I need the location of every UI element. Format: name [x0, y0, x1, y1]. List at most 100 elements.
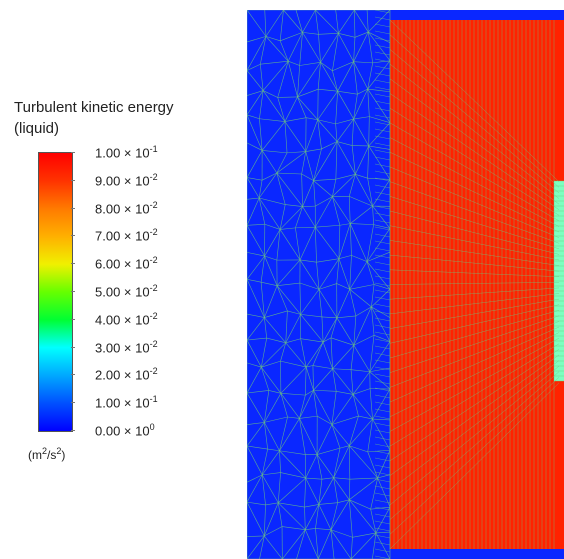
mesh-line — [358, 415, 373, 420]
mesh-line — [265, 36, 281, 42]
mesh-line — [367, 32, 373, 63]
mesh-line — [389, 326, 560, 403]
mesh-line — [280, 393, 300, 419]
mesh-line — [369, 335, 375, 372]
mesh-line — [349, 196, 373, 207]
mesh-line — [247, 10, 267, 37]
mesh-line — [300, 314, 322, 318]
mesh-line — [374, 114, 391, 119]
mesh-line — [374, 296, 391, 301]
mesh-line — [264, 10, 267, 37]
mesh-line — [315, 504, 320, 529]
mesh-line — [284, 121, 288, 153]
mesh-line — [277, 502, 283, 527]
mesh-line — [374, 520, 391, 525]
legend-title-line1: Turbulent kinetic energy — [14, 99, 174, 116]
tick-mark — [71, 374, 75, 376]
mesh-line — [247, 390, 269, 394]
mesh-line — [313, 180, 333, 197]
mesh-line — [317, 415, 333, 425]
mesh-line — [262, 90, 286, 122]
mesh-line — [366, 251, 391, 262]
mesh-line — [247, 90, 264, 116]
mesh-line — [313, 368, 333, 391]
mesh-line — [313, 148, 322, 181]
mesh-line — [374, 338, 391, 343]
mesh-line — [280, 227, 296, 230]
mesh-line — [285, 342, 307, 368]
mesh-line — [389, 304, 560, 344]
mesh-line — [374, 240, 391, 245]
mesh-line — [300, 314, 324, 343]
mesh-line — [279, 10, 284, 41]
mesh-line — [389, 321, 560, 388]
mesh-line — [389, 310, 560, 359]
mesh-line — [264, 390, 270, 423]
mesh-line — [349, 477, 378, 501]
mesh-line — [283, 10, 303, 33]
mesh-line — [368, 122, 391, 147]
mesh-line — [262, 90, 278, 98]
mesh-line — [353, 61, 373, 64]
mesh-line — [355, 174, 373, 207]
mesh-line — [320, 33, 339, 63]
unit-label: (m2/s2) — [28, 446, 65, 462]
mesh-line — [353, 37, 356, 62]
mesh-line — [338, 223, 351, 259]
mesh-line — [278, 477, 306, 504]
mesh-line — [337, 90, 358, 95]
mesh-line — [350, 537, 353, 559]
mesh-line — [374, 254, 391, 259]
mesh-line — [374, 534, 391, 539]
mesh-line — [247, 225, 265, 257]
mesh-line — [374, 401, 391, 406]
mesh-line — [374, 457, 391, 462]
mesh-line — [280, 342, 287, 362]
mesh-line — [374, 429, 391, 434]
mesh-line — [374, 149, 391, 154]
mesh-line — [313, 389, 337, 392]
mesh-line — [299, 282, 320, 290]
mesh-line — [247, 36, 267, 43]
mesh-line — [260, 282, 265, 318]
mesh-line — [374, 408, 391, 413]
tick-label: 5.00 × 10-2 — [95, 283, 158, 300]
mesh-line — [353, 334, 375, 346]
mesh-line — [315, 10, 339, 34]
mesh-line — [284, 96, 298, 122]
mesh-line — [264, 526, 283, 537]
mesh-line — [313, 390, 333, 425]
mesh-line — [302, 32, 321, 63]
mesh-line — [353, 31, 369, 62]
mesh-line — [374, 58, 391, 63]
mesh-line — [260, 338, 267, 368]
mesh-line — [295, 227, 301, 260]
mesh-line — [247, 197, 260, 200]
mesh-line — [389, 298, 560, 329]
tick-label: 0.00 × 100 — [95, 422, 155, 439]
mesh-line — [369, 388, 373, 420]
mesh-line — [282, 529, 306, 559]
tick-label: 9.00 × 10-2 — [95, 171, 158, 189]
mesh-line — [352, 388, 371, 395]
mesh-line — [352, 394, 359, 417]
mesh-line — [374, 79, 391, 84]
mesh-line — [374, 366, 391, 371]
mesh-line — [305, 148, 322, 152]
mesh-line — [335, 123, 338, 142]
mesh-line — [316, 454, 323, 480]
mesh-line — [348, 196, 351, 224]
mesh-line — [335, 118, 354, 125]
mesh-line — [306, 117, 318, 121]
mesh-line — [351, 145, 356, 175]
mesh-line — [374, 373, 391, 378]
mesh-line — [337, 91, 354, 120]
mesh-lines — [247, 10, 564, 559]
mesh-line — [279, 206, 303, 230]
mesh-line — [247, 150, 263, 178]
mesh-line — [389, 34, 560, 188]
mesh-line — [374, 219, 391, 224]
mesh-line — [349, 499, 371, 510]
mesh-line — [304, 478, 306, 508]
mesh-line — [352, 532, 376, 538]
